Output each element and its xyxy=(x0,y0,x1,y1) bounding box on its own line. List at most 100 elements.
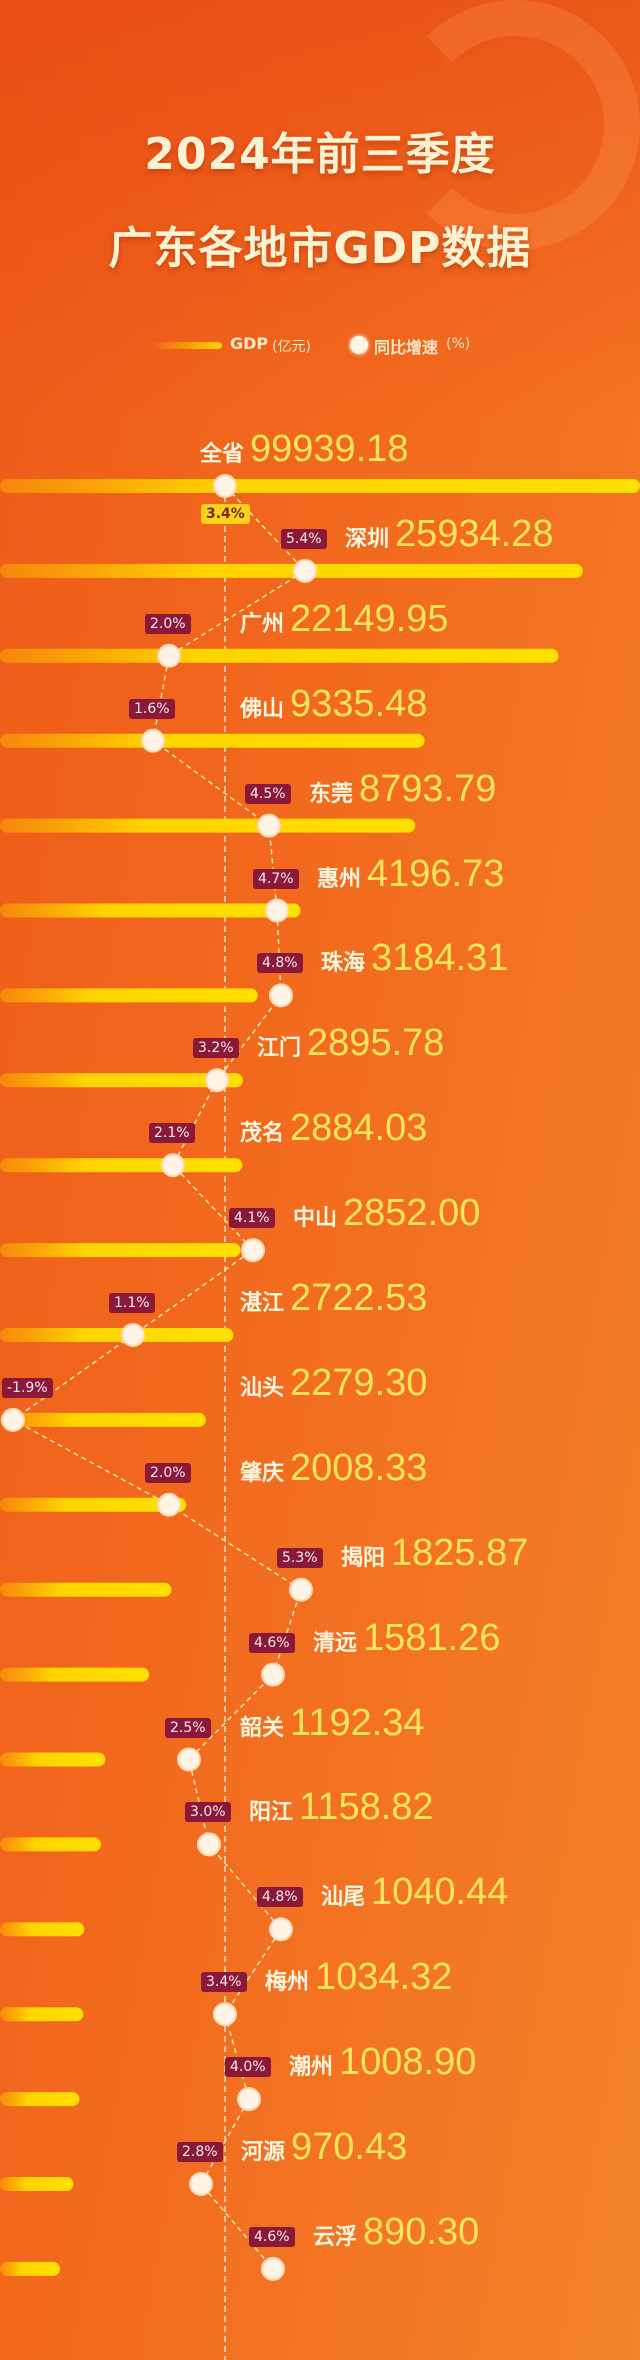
growth-badge: 1.6% xyxy=(129,698,175,719)
city-label: 佛山 9335.48 xyxy=(240,685,427,723)
growth-dot-5 xyxy=(265,898,289,923)
city-label: 梅州 1034.32 xyxy=(265,1958,452,1996)
legend: GDP (亿元) 同比增速 (%) xyxy=(0,330,640,360)
growth-badge: 2.0% xyxy=(145,1462,191,1483)
gdp-bar-20 xyxy=(0,2177,74,2191)
city-name: 汕尾 xyxy=(321,1885,366,1911)
growth-dot-13 xyxy=(289,1577,313,1602)
legend-gdp-label: GDP xyxy=(230,334,269,353)
gdp-bar-5 xyxy=(0,903,301,918)
gdp-value: 9335.48 xyxy=(290,682,428,725)
city-label: 潮州 1008.90 xyxy=(289,2043,476,2081)
gdp-value: 1008.90 xyxy=(339,2041,477,2084)
growth-dot-2 xyxy=(157,643,181,668)
legend-growth-label: 同比增速 xyxy=(374,338,439,357)
gdp-value: 1825.87 xyxy=(391,1531,529,1574)
growth-badge: 4.5% xyxy=(245,783,291,804)
growth-dot-7 xyxy=(205,1068,229,1093)
city-name: 中山 xyxy=(293,1206,338,1232)
gdp-bar-18 xyxy=(0,2007,84,2022)
growth-badge-total: 3.4% xyxy=(201,504,250,524)
gdp-value: 1158.82 xyxy=(299,1786,434,1829)
title-line-2: 广东各地市GDP数据 xyxy=(108,223,532,274)
city-name: 肇庆 xyxy=(240,1460,285,1486)
gdp-value: 8793.79 xyxy=(359,767,497,810)
growth-dot-20 xyxy=(189,2172,213,2196)
city-name: 东莞 xyxy=(309,781,354,807)
gdp-value: 25934.28 xyxy=(395,512,554,555)
city-label: 江门 2895.78 xyxy=(257,1024,444,1062)
gdp-value: 22149.95 xyxy=(290,597,449,640)
growth-badge: 4.0% xyxy=(225,2057,271,2078)
gdp-value: 99939.18 xyxy=(250,428,409,470)
growth-badge: 2.1% xyxy=(149,1123,195,1144)
gdp-bar-13 xyxy=(0,1582,172,1597)
growth-dot-3 xyxy=(141,728,165,753)
city-name: 梅州 xyxy=(265,1970,310,1996)
gdp-bar-17 xyxy=(0,1922,85,1937)
gdp-value: 970.43 xyxy=(291,2126,408,2168)
gdp-bar-10 xyxy=(0,1328,234,1342)
growth-badge: 4.8% xyxy=(257,953,303,974)
growth-dot-4 xyxy=(257,813,281,838)
growth-badge: 4.7% xyxy=(253,868,299,889)
growth-badge: 4.8% xyxy=(257,1887,303,1908)
city-label: 汕尾 1040.44 xyxy=(321,1873,508,1911)
city-label: 汕头 2279.30 xyxy=(240,1364,427,1402)
growth-badge: 2.5% xyxy=(165,1717,211,1738)
growth-badge: -1.9% xyxy=(2,1377,53,1398)
gdp-value: 890.30 xyxy=(363,2210,480,2253)
growth-badge: 2.0% xyxy=(145,613,191,634)
city-label: 广州 22149.95 xyxy=(240,600,449,638)
city-name: 河源 xyxy=(241,2140,286,2165)
gdp-bar-8 xyxy=(0,1158,243,1173)
gdp-value: 1581.26 xyxy=(363,1616,501,1659)
city-name: 惠州 xyxy=(317,866,362,892)
growth-dot-14 xyxy=(261,1662,285,1687)
gdp-bar-14 xyxy=(0,1667,150,1682)
legend-growth-swatch xyxy=(350,336,368,354)
city-name: 韶关 xyxy=(240,1715,285,1741)
gdp-bar-1 xyxy=(0,563,584,578)
growth-badge: 5.3% xyxy=(277,1547,323,1568)
growth-badge: 3.0% xyxy=(185,1802,231,1823)
growth-dot-10 xyxy=(121,1323,145,1347)
growth-badge: 1.1% xyxy=(109,1293,155,1313)
gdp-bar-9 xyxy=(0,1243,241,1258)
growth-dot-1 xyxy=(293,558,317,583)
growth-dot-9 xyxy=(241,1238,265,1263)
gdp-value: 1040.44 xyxy=(371,1871,509,1914)
gdp-bar-7 xyxy=(0,1073,243,1088)
city-name: 深圳 xyxy=(345,526,390,552)
gdp-bar-4 xyxy=(0,818,416,833)
city-name: 汕头 xyxy=(240,1375,285,1401)
gdp-bar-3 xyxy=(0,733,425,748)
legend-growth-unit: (%) xyxy=(446,336,471,352)
gdp-value: 2279.30 xyxy=(290,1361,428,1404)
growth-dot-21 xyxy=(261,2256,285,2281)
growth-dot-16 xyxy=(197,1832,221,1857)
growth-dot-17 xyxy=(269,1917,293,1942)
gdp-value: 2884.03 xyxy=(290,1107,428,1150)
city-name: 湛江 xyxy=(240,1291,285,1316)
growth-badge: 4.1% xyxy=(229,1208,275,1229)
growth-line xyxy=(11,485,307,2270)
city-label: 揭阳 1825.87 xyxy=(341,1534,528,1572)
gdp-bar-21 xyxy=(0,2261,61,2276)
growth-dot-19 xyxy=(237,2087,261,2112)
growth-dot-8 xyxy=(161,1153,185,1178)
city-name: 广州 xyxy=(240,611,285,637)
growth-badge: 2.8% xyxy=(177,2142,223,2162)
city-label: 云浮 890.30 xyxy=(313,2213,479,2251)
gdp-value: 1034.32 xyxy=(315,1956,453,1999)
city-label: 清远 1581.26 xyxy=(313,1619,500,1657)
city-label: 韶关 1192.34 xyxy=(240,1704,425,1742)
growth-badge: 5.4% xyxy=(281,528,327,549)
gdp-bar-16 xyxy=(0,1837,101,1852)
city-name: 潮州 xyxy=(289,2055,334,2081)
gdp-bar-0 xyxy=(0,479,640,493)
legend-gdp-swatch xyxy=(150,342,222,349)
city-name: 佛山 xyxy=(240,696,285,722)
city-name: 云浮 xyxy=(313,2224,358,2250)
